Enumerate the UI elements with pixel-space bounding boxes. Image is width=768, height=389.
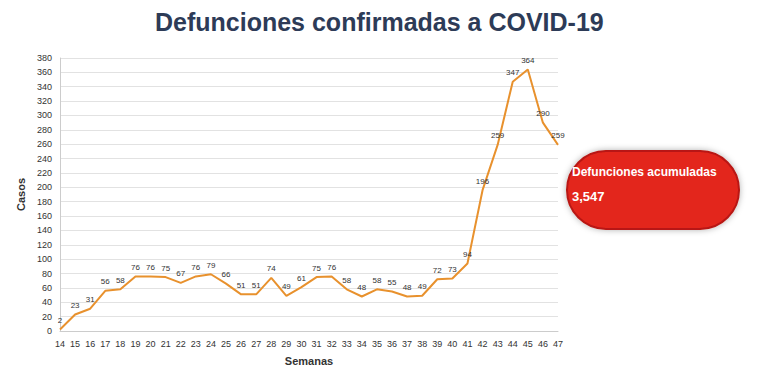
svg-text:44: 44 (508, 339, 518, 349)
svg-text:34: 34 (357, 339, 367, 349)
svg-text:2: 2 (58, 316, 63, 325)
svg-text:58: 58 (116, 276, 125, 285)
svg-text:75: 75 (312, 264, 321, 273)
svg-text:290: 290 (536, 109, 550, 118)
svg-text:76: 76 (131, 263, 140, 272)
svg-text:347: 347 (506, 68, 520, 77)
svg-text:16: 16 (85, 339, 95, 349)
svg-text:36: 36 (387, 339, 397, 349)
svg-text:38: 38 (417, 339, 427, 349)
svg-text:58: 58 (342, 276, 351, 285)
svg-text:364: 364 (521, 56, 535, 65)
svg-text:18: 18 (115, 339, 125, 349)
svg-text:Defunciones confirmadas a COVI: Defunciones confirmadas a COVID-19 (155, 8, 604, 36)
svg-text:29: 29 (281, 339, 291, 349)
svg-text:35: 35 (372, 339, 382, 349)
svg-text:260: 260 (37, 139, 52, 149)
svg-text:32: 32 (327, 339, 337, 349)
svg-text:49: 49 (418, 282, 427, 291)
svg-text:76: 76 (191, 263, 200, 272)
svg-text:43: 43 (493, 339, 503, 349)
svg-text:66: 66 (222, 270, 231, 279)
svg-text:48: 48 (403, 283, 412, 292)
svg-text:55: 55 (388, 278, 397, 287)
svg-text:26: 26 (236, 339, 246, 349)
svg-text:45: 45 (523, 339, 533, 349)
svg-text:280: 280 (37, 125, 52, 135)
svg-text:94: 94 (463, 250, 472, 259)
svg-text:240: 240 (37, 154, 52, 164)
svg-text:72: 72 (433, 266, 442, 275)
svg-text:80: 80 (42, 269, 52, 279)
svg-text:56: 56 (101, 277, 110, 286)
svg-text:74: 74 (267, 264, 276, 273)
svg-text:76: 76 (327, 263, 336, 272)
svg-text:73: 73 (448, 265, 457, 274)
svg-text:160: 160 (37, 211, 52, 221)
svg-text:180: 180 (37, 197, 52, 207)
svg-text:42: 42 (478, 339, 488, 349)
svg-text:100: 100 (37, 254, 52, 264)
svg-text:47: 47 (553, 339, 563, 349)
svg-text:320: 320 (37, 96, 52, 106)
svg-text:51: 51 (252, 281, 261, 290)
svg-text:300: 300 (37, 110, 52, 120)
svg-text:28: 28 (266, 339, 276, 349)
svg-text:23: 23 (71, 301, 80, 310)
svg-text:360: 360 (37, 67, 52, 77)
svg-text:21: 21 (161, 339, 171, 349)
svg-text:75: 75 (161, 264, 170, 273)
svg-text:76: 76 (146, 263, 155, 272)
svg-text:27: 27 (251, 339, 261, 349)
svg-text:200: 200 (37, 182, 52, 192)
svg-text:20: 20 (146, 339, 156, 349)
svg-text:51: 51 (237, 281, 246, 290)
svg-text:37: 37 (402, 339, 412, 349)
svg-text:79: 79 (206, 261, 215, 270)
svg-text:15: 15 (70, 339, 80, 349)
svg-text:0: 0 (47, 326, 52, 336)
svg-text:40: 40 (42, 297, 52, 307)
svg-text:33: 33 (342, 339, 352, 349)
svg-text:61: 61 (297, 274, 306, 283)
svg-text:Defunciones acumuladas: Defunciones acumuladas (572, 165, 717, 179)
svg-text:196: 196 (476, 177, 490, 186)
svg-text:49: 49 (282, 282, 291, 291)
svg-text:20: 20 (42, 312, 52, 322)
svg-text:30: 30 (296, 339, 306, 349)
svg-text:259: 259 (551, 131, 565, 140)
svg-text:46: 46 (538, 339, 548, 349)
svg-text:Semanas: Semanas (285, 355, 333, 367)
svg-text:39: 39 (432, 339, 442, 349)
svg-text:14: 14 (55, 339, 65, 349)
svg-text:48: 48 (357, 283, 366, 292)
svg-text:40: 40 (447, 339, 457, 349)
svg-text:140: 140 (37, 225, 52, 235)
svg-text:380: 380 (37, 53, 52, 63)
svg-text:Casos: Casos (15, 178, 27, 211)
svg-text:67: 67 (176, 269, 185, 278)
svg-text:340: 340 (37, 82, 52, 92)
svg-text:58: 58 (372, 276, 381, 285)
svg-text:220: 220 (37, 168, 52, 178)
svg-text:60: 60 (42, 283, 52, 293)
svg-text:23: 23 (191, 339, 201, 349)
svg-text:120: 120 (37, 240, 52, 250)
svg-text:22: 22 (176, 339, 186, 349)
svg-text:3,547: 3,547 (572, 189, 605, 204)
svg-text:41: 41 (462, 339, 472, 349)
svg-text:259: 259 (491, 131, 505, 140)
svg-text:24: 24 (206, 339, 216, 349)
svg-text:17: 17 (100, 339, 110, 349)
svg-text:31: 31 (86, 295, 95, 304)
svg-text:19: 19 (130, 339, 140, 349)
svg-text:31: 31 (312, 339, 322, 349)
svg-text:25: 25 (221, 339, 231, 349)
